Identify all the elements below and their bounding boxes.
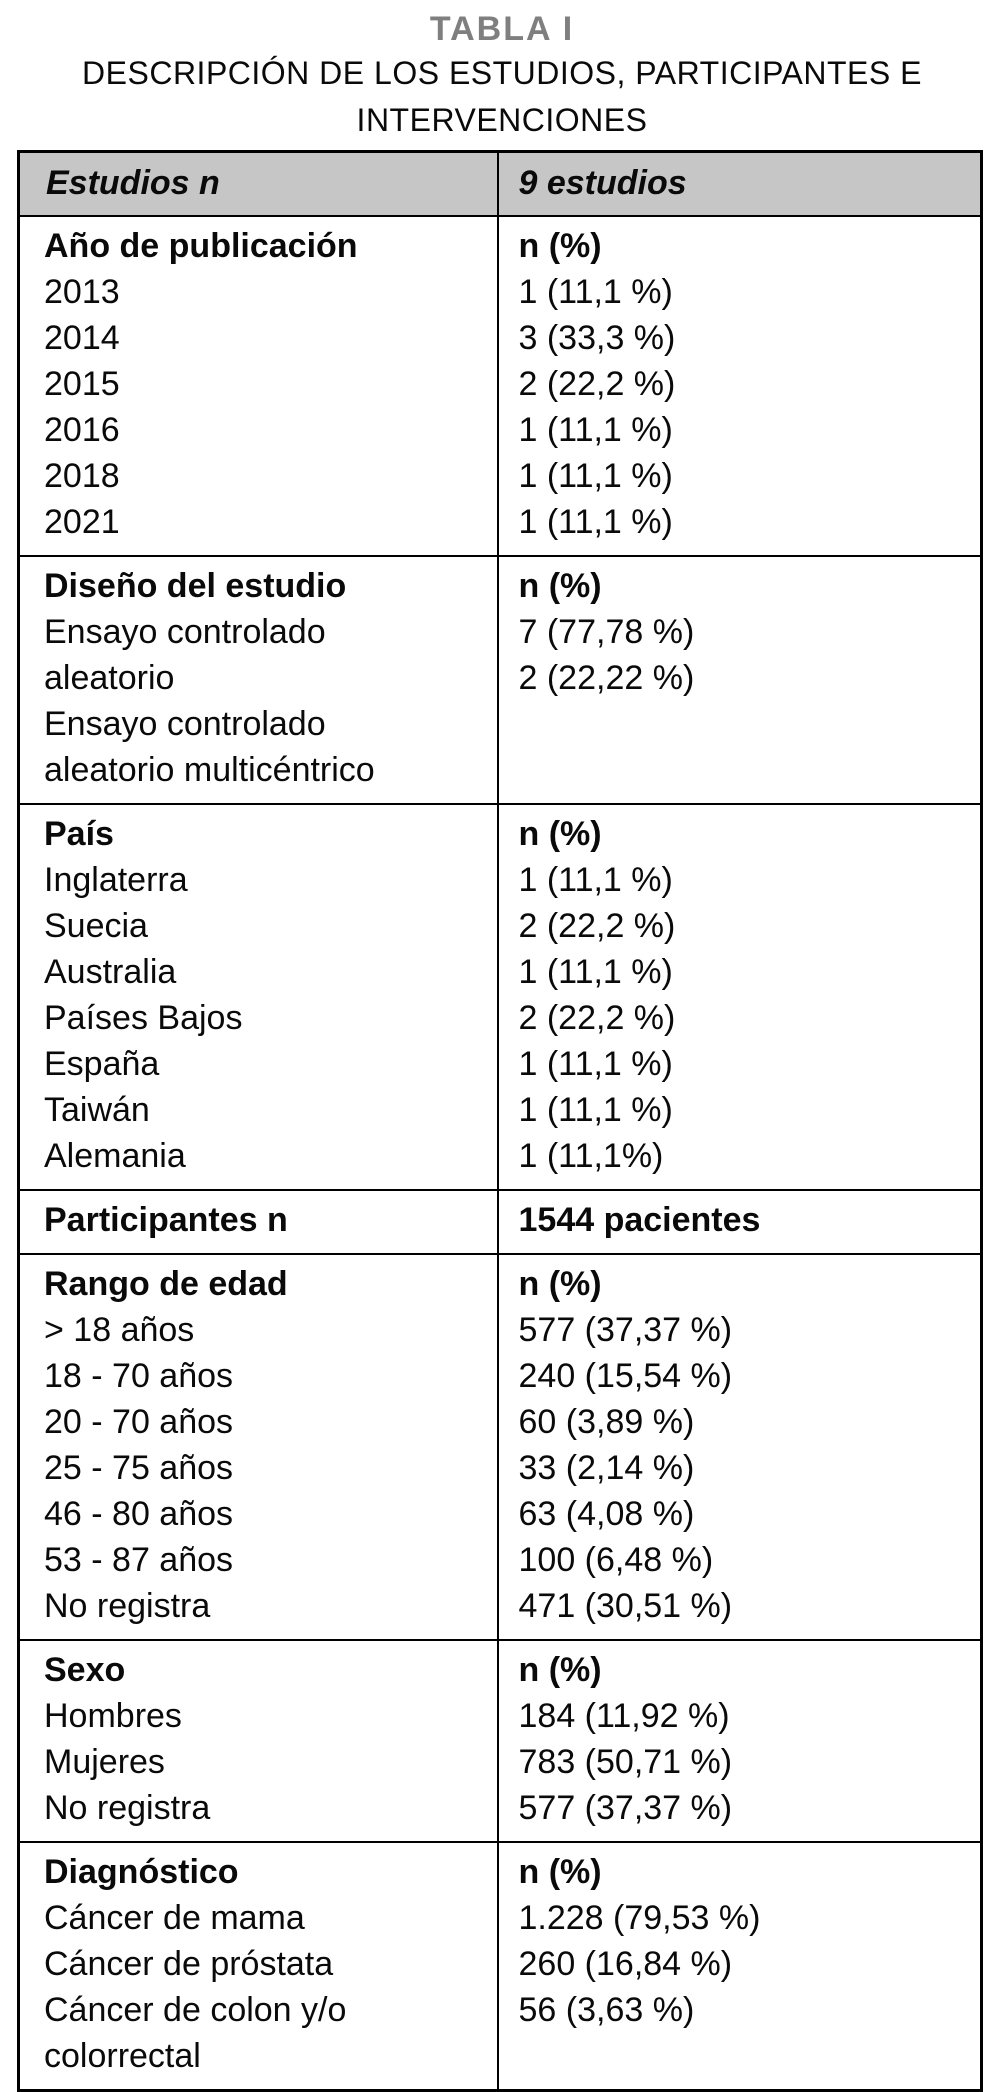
section-title: Año de publicación	[44, 226, 358, 265]
row-value-cell: n (%) 7 (77,78 %) 2 (22,22 %)	[496, 554, 983, 805]
section-values: 577 (37,37 %) 240 (15,54 %) 60 (3,89 %) …	[518, 1310, 733, 1625]
page-subtitle-line-2: INTERVENCIONES	[356, 102, 648, 138]
section-participantes: Participantes n 1544 pacientes	[17, 1188, 983, 1255]
row-label-cell: Año de publicación 2013 2014 2015 2016 2…	[17, 214, 499, 557]
section-title: Participantes n	[44, 1200, 288, 1239]
header-cell-valor: 9 estudios	[496, 150, 983, 217]
row-value-cell: n (%) 1.228 (79,53 %) 260 (16,84 %) 56 (…	[496, 1840, 983, 2091]
section-title: País	[44, 814, 114, 853]
section-diseno-estudio: Diseño del estudio Ensayo controlado ale…	[17, 554, 983, 805]
row-label-cell: Diseño del estudio Ensayo controlado ale…	[17, 554, 499, 805]
section-title: Rango de edad	[44, 1264, 288, 1303]
section-values: 184 (11,92 %) 783 (50,71 %) 577 (37,37 %…	[518, 1696, 733, 1827]
section-value-title: n (%)	[518, 1852, 602, 1891]
section-values: 1 (11,1 %) 3 (33,3 %) 2 (22,2 %) 1 (11,1…	[518, 272, 676, 541]
row-label-cell: Participantes n	[17, 1188, 499, 1255]
section-items: > 18 años 18 - 70 años 20 - 70 años 25 -…	[44, 1310, 234, 1625]
section-items: Ensayo controlado aleatorio Ensayo contr…	[44, 612, 375, 789]
row-value-cell: n (%) 577 (37,37 %) 240 (15,54 %) 60 (3,…	[496, 1252, 983, 1641]
row-value-cell: 1544 pacientes	[496, 1188, 983, 1255]
row-label-cell: Diagnóstico Cáncer de mama Cáncer de pró…	[17, 1840, 499, 2091]
page-subtitle-line-1: DESCRIPCIÓN DE LOS ESTUDIOS, PARTICIPANT…	[82, 55, 922, 91]
section-diagnostico: Diagnóstico Cáncer de mama Cáncer de pró…	[17, 1840, 983, 2091]
section-value-title: n (%)	[518, 1650, 602, 1689]
section-value-title: n (%)	[518, 814, 602, 853]
row-value-cell: n (%) 1 (11,1 %) 2 (22,2 %) 1 (11,1 %) 2…	[496, 802, 983, 1191]
page-title: TABLA I	[429, 10, 575, 48]
section-items: Inglaterra Suecia Australia Países Bajos…	[44, 860, 243, 1175]
title-block: TABLA I DESCRIPCIÓN DE LOS ESTUDIOS, PAR…	[0, 0, 1004, 144]
section-values: 1 (11,1 %) 2 (22,2 %) 1 (11,1 %) 2 (22,2…	[518, 860, 676, 1175]
section-sexo: Sexo Hombres Mujeres No registra n (%) 1…	[17, 1638, 983, 1843]
section-value-title: n (%)	[518, 226, 602, 265]
row-label-cell: País Inglaterra Suecia Australia Países …	[17, 802, 499, 1191]
row-value-cell: n (%) 184 (11,92 %) 783 (50,71 %) 577 (3…	[496, 1638, 983, 1843]
section-title: Diagnóstico	[44, 1852, 239, 1891]
section-title: Sexo	[44, 1650, 126, 1689]
section-pais: País Inglaterra Suecia Australia Países …	[17, 802, 983, 1191]
section-items: Cáncer de mama Cáncer de próstata Cáncer…	[44, 1898, 347, 2075]
section-rango-edad: Rango de edad > 18 años 18 - 70 años 20 …	[17, 1252, 983, 1641]
header-cell-estudios: Estudios n	[17, 150, 499, 217]
section-items: Hombres Mujeres No registra	[44, 1696, 211, 1827]
section-value-title: 1544 pacientes	[518, 1200, 761, 1239]
section-value-title: n (%)	[518, 1264, 602, 1303]
section-items: 2013 2014 2015 2016 2018 2021	[44, 272, 120, 541]
data-table: Estudios n 9 estudios Año de publicación…	[17, 150, 983, 2092]
section-values: 7 (77,78 %) 2 (22,22 %)	[518, 612, 695, 697]
header-row: Estudios n 9 estudios	[17, 150, 983, 217]
row-value-cell: n (%) 1 (11,1 %) 3 (33,3 %) 2 (22,2 %) 1…	[496, 214, 983, 557]
section-title: Diseño del estudio	[44, 566, 347, 605]
section-value-title: n (%)	[518, 566, 602, 605]
section-ano-publicacion: Año de publicación 2013 2014 2015 2016 2…	[17, 214, 983, 557]
section-values: 1.228 (79,53 %) 260 (16,84 %) 56 (3,63 %…	[518, 1898, 761, 2029]
row-label-cell: Sexo Hombres Mujeres No registra	[17, 1638, 499, 1843]
row-label-cell: Rango de edad > 18 años 18 - 70 años 20 …	[17, 1252, 499, 1641]
